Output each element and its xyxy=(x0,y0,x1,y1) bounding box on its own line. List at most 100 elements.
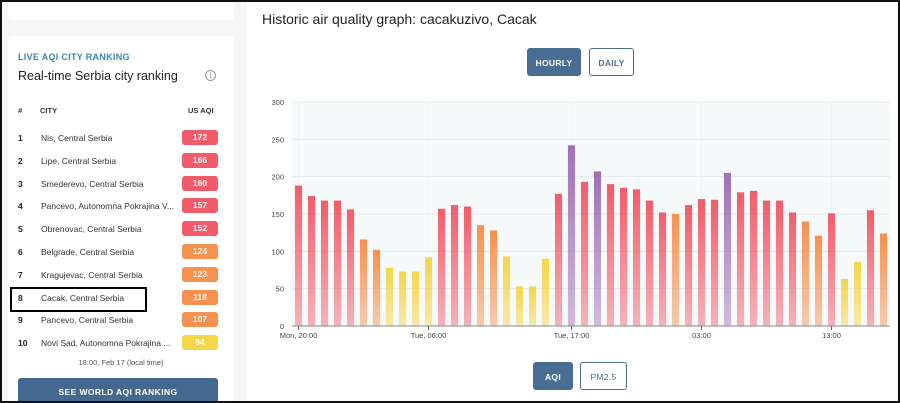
y-tick-label: 150 xyxy=(271,210,284,219)
x-tick-label: 03:00 xyxy=(692,331,711,340)
ranking-row[interactable]: 2 Lipe, Central Serbia 166 xyxy=(8,151,234,173)
chart-bar[interactable] xyxy=(775,200,784,326)
aqi-badge: 157 xyxy=(182,198,218,214)
chart-bar[interactable] xyxy=(827,213,836,326)
chart-bar[interactable] xyxy=(671,214,680,326)
chart-bar[interactable] xyxy=(346,209,355,326)
row-rank: 10 xyxy=(18,338,28,349)
row-city: Cacak, Central Serbia xyxy=(41,292,125,303)
chart-bar[interactable] xyxy=(359,239,368,326)
aqi-badge: 107 xyxy=(182,312,218,328)
tab-pm25[interactable]: PM2.5 xyxy=(580,362,627,390)
chart-bar[interactable] xyxy=(801,221,810,326)
chart-bar[interactable] xyxy=(658,212,667,326)
ranking-row[interactable]: 7 Kragujevac, Central Serbia 123 xyxy=(8,265,234,287)
row-rank: 7 xyxy=(18,269,23,280)
ranking-heading: LIVE AQI CITY RANKING xyxy=(18,52,130,62)
chart-bar[interactable] xyxy=(294,185,303,326)
chart-bar[interactable] xyxy=(515,286,524,326)
tab-daily[interactable]: DAILY xyxy=(589,48,634,76)
chart-bar[interactable] xyxy=(437,208,446,326)
ranking-row[interactable]: 4 Pancevo, Autonomna Pokrajina V... 157 xyxy=(8,196,234,218)
ranking-row[interactable]: 10 Novi Sad, Autonomna Pokrajina ... 94 xyxy=(8,333,234,355)
aqi-badge: 160 xyxy=(182,175,218,191)
row-city: Smederevo, Central Serbia xyxy=(41,178,144,189)
see-world-ranking-button[interactable]: SEE WORLD AQI RANKING xyxy=(18,378,218,401)
row-rank: 8 xyxy=(18,292,23,303)
row-city: Lipe, Central Serbia xyxy=(41,155,117,166)
chart-bar[interactable] xyxy=(554,193,563,326)
x-tick-label: Tue, 06:00 xyxy=(411,331,447,340)
chart-bar[interactable] xyxy=(502,256,511,326)
chart-bar[interactable] xyxy=(879,233,888,326)
y-tick-label: 250 xyxy=(271,135,284,144)
chart-bar[interactable] xyxy=(476,225,485,326)
chart-bar[interactable] xyxy=(645,200,654,326)
chart-bar[interactable] xyxy=(333,200,342,326)
aqi-badge: 94 xyxy=(182,335,218,351)
aqi-bar-chart: 0 50 100 150 200 250 300 Mon, 20:00 Tue, 06:00 Tu… xyxy=(271,98,890,340)
chart-bar[interactable] xyxy=(606,184,615,326)
city-ranking-card: LIVE AQI CITY RANKING Real-time Serbia c… xyxy=(8,36,234,401)
update-time: 18:00, Feb 17 (local time) xyxy=(78,358,164,367)
tab-hourly[interactable]: HOURLY xyxy=(527,48,581,76)
ranking-row[interactable]: 9 Pancevo, Central Serbia 107 xyxy=(8,310,234,332)
x-tick-label: Tue, 17:00 xyxy=(554,331,590,340)
column-header-city: CITY xyxy=(40,106,58,115)
chart-bar[interactable] xyxy=(450,205,459,326)
chart-bar[interactable] xyxy=(762,200,771,326)
chart-bar[interactable] xyxy=(541,258,550,326)
row-city: Nis, Central Serbia xyxy=(41,133,113,143)
x-tick-label: 13:00 xyxy=(822,331,841,340)
chart-bar[interactable] xyxy=(489,230,498,326)
chart-bar[interactable] xyxy=(528,286,537,326)
chart-bar[interactable] xyxy=(736,192,745,326)
row-rank: 4 xyxy=(18,201,23,212)
graph-title: Historic air quality graph: cacakuzivo, … xyxy=(262,11,537,27)
chart-bar[interactable] xyxy=(697,199,706,326)
row-rank: 9 xyxy=(18,315,23,326)
chart-bar[interactable] xyxy=(567,145,576,326)
ranking-row[interactable]: 3 Smederevo, Central Serbia 160 xyxy=(8,174,234,196)
chart-bar[interactable] xyxy=(424,257,433,326)
row-city: Obrenovac, Central Serbia xyxy=(41,224,142,235)
ranking-row[interactable]: 5 Obrenovac, Central Serbia 152 xyxy=(8,219,234,241)
chart-bar[interactable] xyxy=(710,199,719,326)
chart-bar[interactable] xyxy=(619,187,628,326)
aqi-badge: 123 xyxy=(182,266,218,282)
chart-bar[interactable] xyxy=(684,205,693,326)
chart-bar[interactable] xyxy=(853,261,862,326)
chart-bar[interactable] xyxy=(840,278,849,326)
chart-bar[interactable] xyxy=(632,189,641,326)
chart-bar[interactable] xyxy=(398,271,407,326)
chart-bar[interactable] xyxy=(580,181,589,326)
chart-bar[interactable] xyxy=(320,200,329,326)
aqi-badge: 172 xyxy=(182,130,218,145)
chart-bar[interactable] xyxy=(749,190,758,326)
info-icon[interactable]: i xyxy=(205,70,216,81)
chart-bar[interactable] xyxy=(307,196,316,326)
chart-bar[interactable] xyxy=(593,171,602,326)
ranking-row[interactable]: 1 Nis, Central Serbia 172 xyxy=(8,128,234,150)
chart-bar[interactable] xyxy=(411,271,420,326)
aqi-badge: 118 xyxy=(182,289,218,305)
chart-bar[interactable] xyxy=(372,249,381,326)
y-tick-label: 300 xyxy=(271,98,284,107)
row-rank: 5 xyxy=(18,224,23,235)
ranking-row[interactable]: 6 Belgrade, Central Serbia 124 xyxy=(8,242,234,264)
column-header-rank: # xyxy=(18,106,23,115)
row-rank: 6 xyxy=(18,247,23,257)
row-rank: 3 xyxy=(18,178,23,189)
x-tick-label: Mon, 20:00 xyxy=(280,331,318,340)
chart-bar[interactable] xyxy=(385,267,394,326)
chart-bar[interactable] xyxy=(866,210,875,326)
chart-bar[interactable] xyxy=(723,172,732,326)
chart-bar[interactable] xyxy=(814,235,823,326)
chart-bar[interactable] xyxy=(788,212,797,326)
y-tick-label: 200 xyxy=(271,173,284,182)
row-city: Pancevo, Central Serbia xyxy=(41,315,134,326)
tab-aqi[interactable]: AQI xyxy=(533,362,573,390)
ranking-row[interactable]: 8 Cacak, Central Serbia 118 xyxy=(8,286,234,312)
chart-bar[interactable] xyxy=(463,206,472,326)
